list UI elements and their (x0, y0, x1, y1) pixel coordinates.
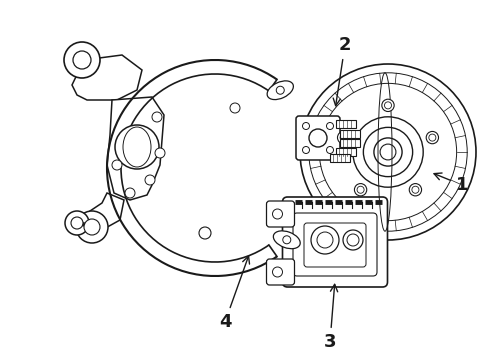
FancyBboxPatch shape (293, 213, 377, 276)
Text: 4: 4 (219, 256, 249, 331)
Circle shape (338, 131, 350, 144)
Circle shape (343, 230, 363, 250)
Circle shape (65, 211, 89, 235)
Circle shape (302, 122, 310, 130)
Text: 1: 1 (434, 173, 468, 194)
Circle shape (364, 127, 413, 177)
Circle shape (84, 219, 100, 235)
Circle shape (155, 148, 165, 158)
Circle shape (340, 134, 347, 141)
Circle shape (426, 131, 439, 144)
Circle shape (145, 175, 155, 185)
Circle shape (412, 186, 419, 193)
Circle shape (354, 184, 367, 196)
Circle shape (357, 186, 364, 193)
FancyBboxPatch shape (304, 223, 366, 267)
Bar (336, 120, 356, 128)
Circle shape (302, 147, 310, 153)
Circle shape (347, 234, 359, 246)
Bar (330, 154, 350, 162)
Circle shape (230, 103, 240, 113)
Circle shape (380, 144, 396, 160)
Text: 3: 3 (324, 284, 338, 351)
Circle shape (326, 147, 334, 153)
Circle shape (283, 236, 291, 244)
FancyBboxPatch shape (296, 116, 340, 160)
Bar (336, 148, 356, 156)
Circle shape (374, 138, 402, 166)
Circle shape (112, 160, 122, 170)
Circle shape (409, 184, 421, 196)
Circle shape (64, 42, 100, 78)
Circle shape (300, 64, 476, 240)
Circle shape (382, 99, 394, 112)
FancyBboxPatch shape (283, 197, 388, 287)
Circle shape (276, 86, 284, 94)
Circle shape (125, 188, 135, 198)
Polygon shape (80, 193, 124, 230)
Polygon shape (72, 55, 142, 100)
Bar (340, 130, 360, 138)
Circle shape (353, 117, 423, 187)
Circle shape (385, 102, 392, 109)
Bar (340, 139, 360, 147)
Circle shape (73, 51, 91, 69)
Text: 2: 2 (333, 36, 351, 106)
Circle shape (199, 227, 211, 239)
FancyBboxPatch shape (267, 259, 294, 285)
Circle shape (429, 134, 436, 141)
Circle shape (71, 217, 83, 229)
Polygon shape (107, 97, 164, 200)
Circle shape (311, 226, 339, 254)
Circle shape (309, 129, 327, 147)
Circle shape (317, 232, 333, 248)
Circle shape (326, 122, 334, 130)
Ellipse shape (273, 231, 300, 249)
Circle shape (272, 209, 283, 219)
Ellipse shape (267, 81, 294, 100)
Circle shape (272, 267, 283, 277)
Circle shape (76, 211, 108, 243)
Circle shape (152, 112, 162, 122)
Circle shape (115, 125, 159, 169)
FancyBboxPatch shape (267, 201, 294, 227)
